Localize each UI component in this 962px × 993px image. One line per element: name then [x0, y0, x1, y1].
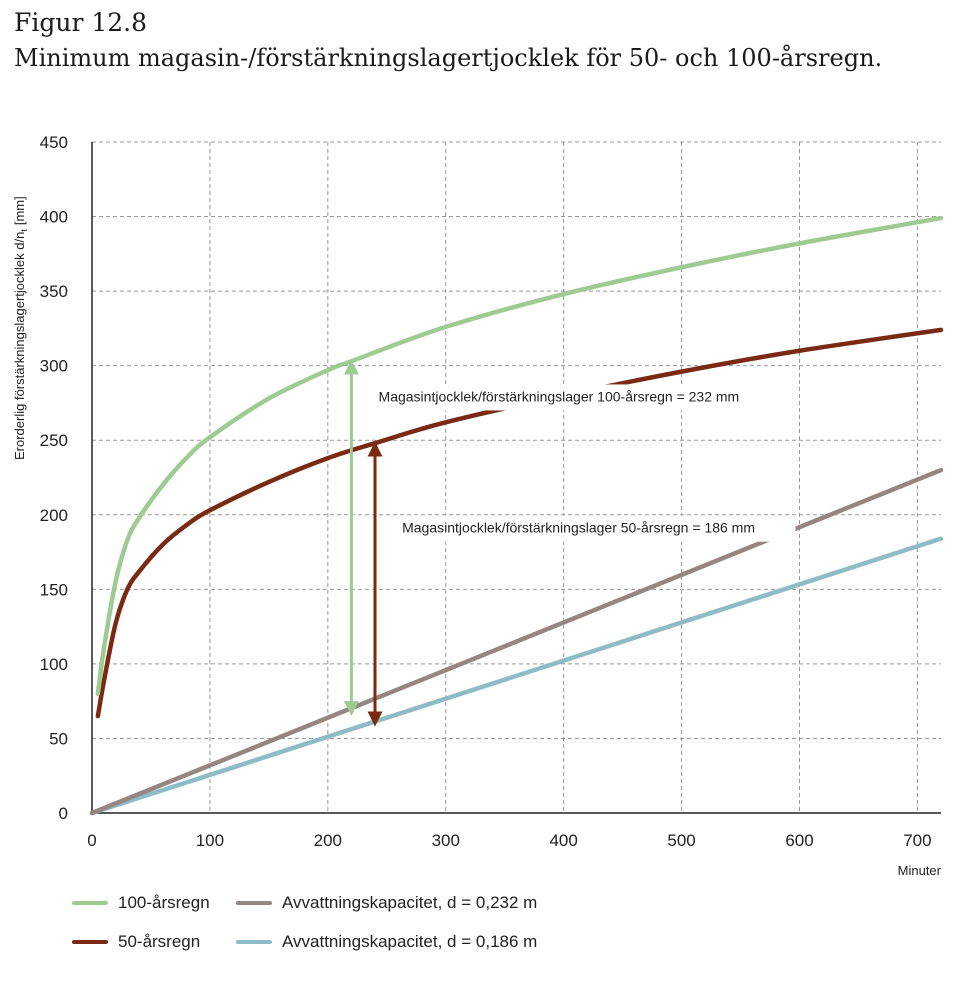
y-tick-label: 250	[40, 431, 68, 450]
y-tick-label: 450	[40, 133, 68, 152]
legend-label-50-arsregn: 50-årsregn	[118, 932, 201, 951]
x-tick-label: 600	[785, 831, 813, 850]
legend-swatch-capacity-232	[236, 901, 272, 905]
series-100-arsregn	[95, 215, 944, 696]
legend-label-capacity-232: Avvattningskapacitet, d = 0,232 m	[282, 893, 538, 912]
y-tick-label: 0	[59, 804, 68, 823]
legend-swatch-capacity-186	[236, 940, 272, 944]
y-axis-label-sub: t	[19, 229, 29, 232]
legend-item-capacity-186: Avvattningskapacitet, d = 0,186 m	[236, 932, 537, 952]
y-axis-label-main: Erorderlig förstärkningslagertjocklek d/…	[12, 232, 27, 460]
x-tick-label: 400	[549, 831, 577, 850]
x-tick-label: 100	[196, 831, 224, 850]
legend-item-100-arsregn: 100-årsregn	[72, 893, 210, 913]
x-axis-label: Minuter	[898, 863, 942, 878]
legend-label-capacity-186: Avvattningskapacitet, d = 0,186 m	[282, 932, 538, 951]
y-axis-label-unit: [mm]	[12, 196, 27, 225]
legend-item-capacity-232: Avvattningskapacitet, d = 0,232 m	[236, 893, 537, 913]
annotation-50-arsregn-label-bg	[396, 515, 796, 542]
x-tick-label: 0	[87, 831, 96, 850]
legend-swatch-50-arsregn	[72, 940, 108, 944]
annotation-100-arsregn-label-bg	[372, 384, 780, 411]
y-tick-label: 300	[40, 357, 68, 376]
x-tick-label: 300	[432, 831, 460, 850]
x-tick-label: 700	[903, 831, 931, 850]
legend-label-100-arsregn: 100-årsregn	[118, 893, 210, 912]
legend-swatch-100-arsregn	[72, 901, 108, 905]
legend-item-50-arsregn: 50-årsregn	[72, 932, 200, 952]
series-capacity-186	[89, 536, 944, 816]
figure-label: Figur 12.8	[14, 8, 148, 37]
annotation-100-arsregn-label: Magasintjocklek/förstärkningslager 100-å…	[379, 388, 740, 404]
series-50-arsregn	[95, 327, 944, 719]
y-tick-label: 150	[40, 580, 68, 599]
x-tick-label: 500	[667, 831, 695, 850]
y-tick-label: 400	[40, 208, 68, 227]
x-tick-label: 200	[314, 831, 342, 850]
y-tick-label: 100	[40, 655, 68, 674]
figure-title: Minimum magasin-/förstärkningslagertjock…	[14, 44, 883, 72]
y-axis-label: Erorderlig förstärkningslagertjocklek d/…	[12, 196, 29, 460]
y-tick-label: 200	[40, 506, 68, 525]
annotation-50-arsregn-label: Magasintjocklek/förstärkningslager 50-år…	[402, 520, 755, 536]
y-tick-label: 50	[49, 729, 68, 748]
y-tick-label: 350	[40, 282, 68, 301]
series-capacity-232	[89, 467, 944, 816]
